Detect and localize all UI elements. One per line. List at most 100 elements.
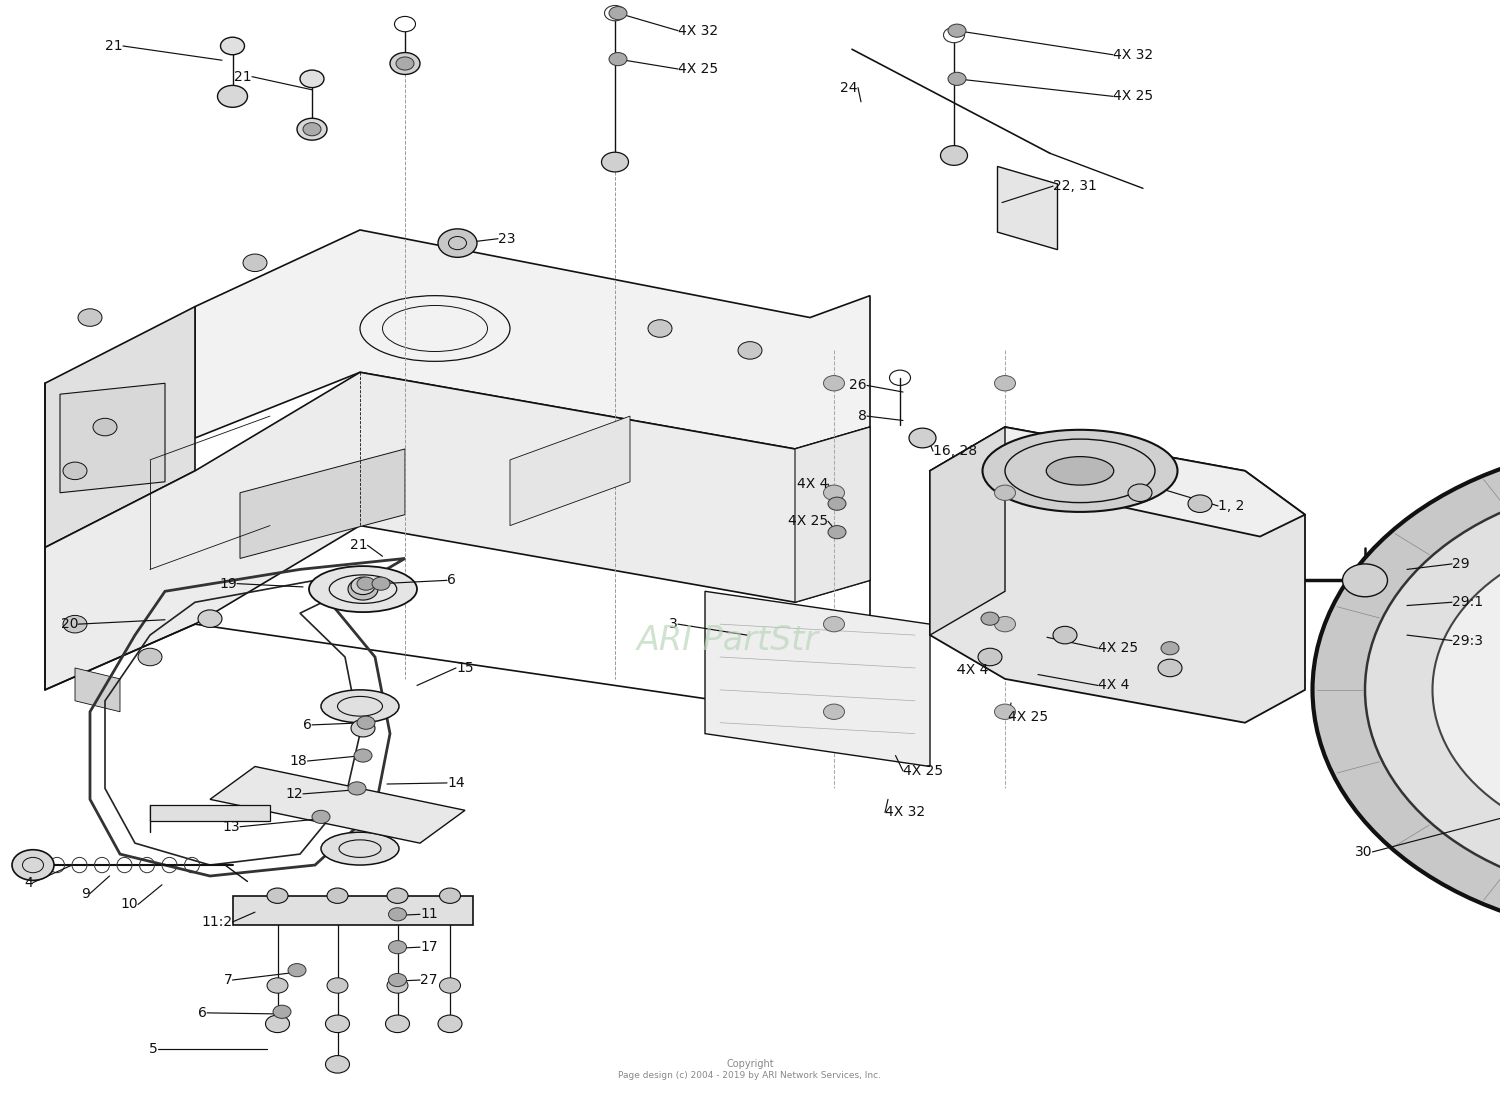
- Text: 16, 28: 16, 28: [933, 445, 976, 458]
- Ellipse shape: [1047, 457, 1113, 485]
- Text: 15: 15: [456, 661, 474, 675]
- Text: 23: 23: [498, 232, 516, 245]
- Circle shape: [266, 1015, 290, 1033]
- Circle shape: [267, 978, 288, 993]
- Circle shape: [12, 850, 54, 880]
- Text: 4X 4: 4X 4: [957, 664, 988, 677]
- Text: 6: 6: [198, 1006, 207, 1019]
- Circle shape: [604, 5, 625, 21]
- Polygon shape: [60, 383, 165, 493]
- Text: 27: 27: [420, 973, 438, 987]
- Polygon shape: [240, 449, 405, 558]
- Polygon shape: [998, 166, 1058, 250]
- Text: 4X 25: 4X 25: [1113, 90, 1154, 103]
- Circle shape: [1365, 482, 1500, 898]
- Circle shape: [994, 376, 1016, 391]
- Circle shape: [357, 716, 375, 729]
- Text: 22, 31: 22, 31: [1053, 180, 1096, 193]
- Polygon shape: [150, 805, 270, 821]
- Circle shape: [93, 418, 117, 436]
- Circle shape: [326, 1056, 350, 1073]
- Text: 4X 25: 4X 25: [678, 62, 718, 76]
- Circle shape: [220, 37, 245, 55]
- Text: 4X 25: 4X 25: [903, 764, 944, 777]
- Circle shape: [1128, 484, 1152, 502]
- Text: ARI PartStr: ARI PartStr: [636, 624, 819, 657]
- Circle shape: [1432, 531, 1500, 849]
- Polygon shape: [930, 427, 1005, 635]
- Polygon shape: [210, 766, 465, 843]
- Circle shape: [386, 1015, 410, 1033]
- Text: 20: 20: [60, 618, 78, 631]
- Circle shape: [828, 526, 846, 539]
- Circle shape: [387, 888, 408, 903]
- Circle shape: [388, 908, 406, 921]
- Circle shape: [824, 376, 844, 391]
- Circle shape: [1161, 642, 1179, 655]
- Polygon shape: [45, 307, 195, 548]
- Circle shape: [348, 782, 366, 795]
- Circle shape: [648, 320, 672, 337]
- Circle shape: [327, 978, 348, 993]
- Ellipse shape: [982, 430, 1178, 512]
- Text: 4X 4: 4X 4: [1098, 679, 1130, 692]
- Circle shape: [357, 577, 375, 590]
- Circle shape: [994, 485, 1016, 500]
- Circle shape: [63, 462, 87, 480]
- Text: 4X 4: 4X 4: [796, 477, 828, 491]
- Text: 1, 2: 1, 2: [1218, 499, 1245, 512]
- Text: 4: 4: [24, 876, 33, 889]
- Circle shape: [944, 27, 964, 43]
- Text: Page design (c) 2004 - 2019 by ARI Network Services, Inc.: Page design (c) 2004 - 2019 by ARI Netwo…: [618, 1071, 882, 1080]
- Circle shape: [63, 615, 87, 633]
- Circle shape: [297, 118, 327, 140]
- Circle shape: [388, 941, 406, 954]
- Circle shape: [354, 749, 372, 762]
- Circle shape: [438, 1015, 462, 1033]
- Text: 17: 17: [420, 941, 438, 954]
- Circle shape: [994, 704, 1016, 719]
- Text: 4X 32: 4X 32: [1113, 48, 1154, 61]
- Text: 24: 24: [840, 81, 858, 94]
- Circle shape: [828, 497, 846, 510]
- Text: 26: 26: [849, 379, 867, 392]
- Polygon shape: [930, 427, 1305, 537]
- Text: 9: 9: [81, 887, 90, 900]
- Text: 13: 13: [222, 820, 240, 833]
- Circle shape: [738, 342, 762, 359]
- Circle shape: [388, 973, 406, 987]
- Circle shape: [372, 577, 390, 590]
- Text: 4X 32: 4X 32: [678, 24, 718, 37]
- Circle shape: [1342, 564, 1388, 597]
- Text: 11: 11: [420, 908, 438, 921]
- Circle shape: [217, 85, 248, 107]
- Polygon shape: [795, 427, 870, 602]
- Circle shape: [440, 978, 460, 993]
- Text: 21: 21: [105, 39, 123, 53]
- Circle shape: [994, 616, 1016, 632]
- Circle shape: [312, 810, 330, 823]
- Circle shape: [909, 428, 936, 448]
- Text: 29:3: 29:3: [1452, 634, 1484, 647]
- Circle shape: [940, 146, 968, 165]
- Text: 7: 7: [224, 973, 232, 987]
- Circle shape: [326, 1015, 350, 1033]
- Text: 3: 3: [669, 618, 678, 631]
- Text: 12: 12: [285, 787, 303, 800]
- Polygon shape: [195, 230, 870, 449]
- Polygon shape: [75, 668, 120, 712]
- Polygon shape: [45, 372, 870, 690]
- Circle shape: [824, 616, 844, 632]
- Text: 4X 25: 4X 25: [1008, 711, 1048, 724]
- Polygon shape: [705, 591, 930, 766]
- Polygon shape: [232, 896, 472, 925]
- Circle shape: [267, 888, 288, 903]
- Circle shape: [288, 964, 306, 977]
- Text: 11:2: 11:2: [201, 915, 232, 929]
- Circle shape: [609, 7, 627, 20]
- Circle shape: [948, 24, 966, 37]
- Circle shape: [1312, 443, 1500, 936]
- Text: 21: 21: [350, 539, 368, 552]
- Text: 6: 6: [447, 574, 456, 587]
- Circle shape: [978, 648, 1002, 666]
